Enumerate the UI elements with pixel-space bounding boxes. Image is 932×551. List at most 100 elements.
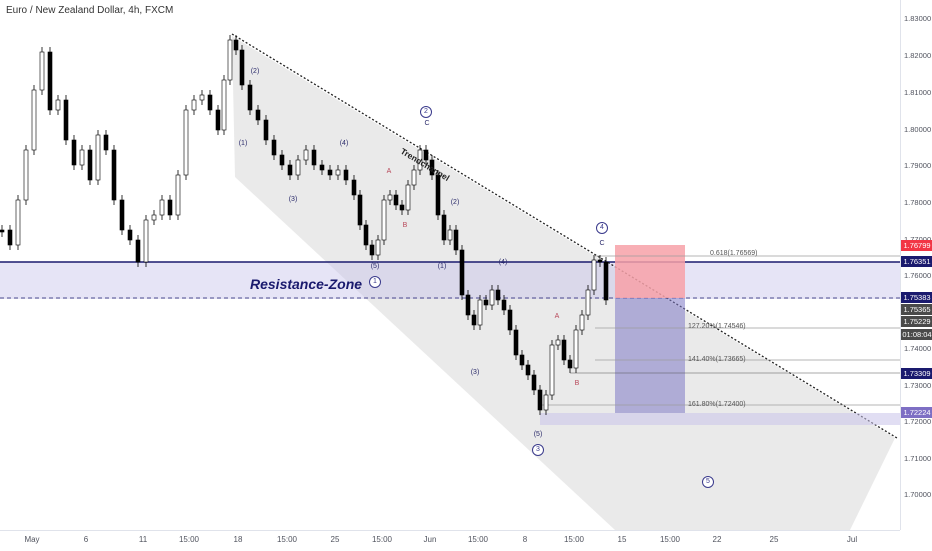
candle xyxy=(319,164,325,171)
candle xyxy=(555,339,561,346)
time-axis[interactable]: May 6 11 15:00 18 15:00 25 15:00 Jun 15:… xyxy=(0,530,900,551)
time-tick: 15:00 xyxy=(467,535,489,544)
price-chart[interactable] xyxy=(0,0,900,530)
candle xyxy=(215,109,221,131)
wave-label: (3) xyxy=(470,369,480,376)
stop-loss-box xyxy=(615,245,685,298)
fib-0618-label: 0.618(1.76569) xyxy=(710,250,758,257)
candle xyxy=(79,149,85,166)
candle xyxy=(279,154,285,166)
candle xyxy=(255,109,261,121)
fib-1414-label: 141.40%(1.73665) xyxy=(688,356,746,363)
price-tick: 1.79000 xyxy=(904,161,932,170)
candle xyxy=(95,134,101,181)
wave-label: (5) xyxy=(370,263,380,270)
candle xyxy=(71,139,77,166)
price-tag-bid: 1.75229 xyxy=(901,316,932,327)
price-tick: 1.80000 xyxy=(904,125,932,134)
candle xyxy=(399,204,405,211)
candle xyxy=(175,174,181,216)
candle xyxy=(513,329,519,356)
candle xyxy=(543,394,549,411)
wave-label: (1) xyxy=(238,140,248,147)
resistance-zone-label: Resistance-Zone xyxy=(250,276,363,292)
candle xyxy=(0,229,5,233)
time-tick: 22 xyxy=(712,535,722,544)
chart-title: Euro / New Zealand Dollar, 4h, FXCM xyxy=(6,5,174,16)
price-tag-zone-bottom: 1.75383 xyxy=(901,292,932,303)
candle xyxy=(471,314,477,326)
candle xyxy=(7,229,13,246)
candle xyxy=(417,149,423,171)
candle xyxy=(227,39,233,81)
price-tick: 1.74000 xyxy=(904,344,932,353)
candle xyxy=(199,94,205,101)
candle xyxy=(23,149,29,201)
candle xyxy=(429,159,435,176)
candle xyxy=(357,194,363,226)
price-tick: 1.72000 xyxy=(904,417,932,426)
candle xyxy=(507,309,513,331)
price-tag-current: 1.75365 xyxy=(901,304,932,315)
fib-1618-label: 161.80%(1.72400) xyxy=(688,401,746,408)
wave-label-a: A xyxy=(386,168,392,175)
candle xyxy=(573,329,579,369)
candle xyxy=(143,219,149,263)
candle xyxy=(525,364,531,376)
chart-area[interactable]: Euro / New Zealand Dollar, 4h, FXCM Resi… xyxy=(0,0,900,530)
price-tick: 1.81000 xyxy=(904,88,932,97)
time-tick: 15:00 xyxy=(178,535,200,544)
price-tick: 1.83000 xyxy=(904,14,932,23)
time-tick: 15:00 xyxy=(371,535,393,544)
wave-label: (2) xyxy=(450,199,460,206)
price-tick: 1.71000 xyxy=(904,454,932,463)
candle xyxy=(441,214,447,241)
candle xyxy=(381,199,387,241)
price-tick: 1.78000 xyxy=(904,198,932,207)
wave-label-a: A xyxy=(554,313,560,320)
candle xyxy=(411,169,417,186)
candle xyxy=(501,299,507,311)
wave-circle-5: 5 xyxy=(702,476,714,488)
candle xyxy=(233,39,239,51)
time-tick: 8 xyxy=(522,535,528,544)
candle xyxy=(63,99,69,141)
wave-label: (5) xyxy=(533,431,543,438)
fib-1272-label: 127.20%(1.74546) xyxy=(688,323,746,330)
time-tick: 15:00 xyxy=(276,535,298,544)
time-tick: Jun xyxy=(423,535,437,544)
candle xyxy=(343,169,349,181)
time-tick: 11 xyxy=(138,535,148,544)
candle xyxy=(55,99,61,111)
candle xyxy=(519,354,525,366)
candle xyxy=(39,51,45,91)
candles xyxy=(0,35,609,415)
candle xyxy=(453,229,459,251)
candle xyxy=(393,194,399,206)
candle xyxy=(585,289,591,316)
candle xyxy=(221,79,227,131)
time-tick: 25 xyxy=(330,535,340,544)
price-axis[interactable]: 1.83000 1.82000 1.81000 1.80000 1.79000 … xyxy=(900,0,932,530)
wave-circle-1: 1 xyxy=(369,276,381,288)
candle xyxy=(579,314,585,331)
candle xyxy=(477,299,483,326)
candle xyxy=(567,359,573,369)
wave-circle-2: 2 xyxy=(420,106,432,118)
candle xyxy=(127,229,133,241)
price-tag-target2: 1.72224 xyxy=(901,407,932,418)
candle xyxy=(135,239,141,263)
wave3-bottom-zone xyxy=(540,413,900,425)
candle xyxy=(119,199,125,231)
candle xyxy=(335,169,341,176)
countdown-tag: 01:08:04 xyxy=(901,329,932,340)
candle xyxy=(423,149,429,161)
wave-label: (4) xyxy=(339,140,349,147)
wave-label: (1) xyxy=(437,263,447,270)
price-tick: 1.76000 xyxy=(904,271,932,280)
candle xyxy=(531,374,537,391)
candle xyxy=(483,299,489,306)
candle xyxy=(351,179,357,196)
candle xyxy=(405,184,411,211)
candle xyxy=(465,294,471,316)
